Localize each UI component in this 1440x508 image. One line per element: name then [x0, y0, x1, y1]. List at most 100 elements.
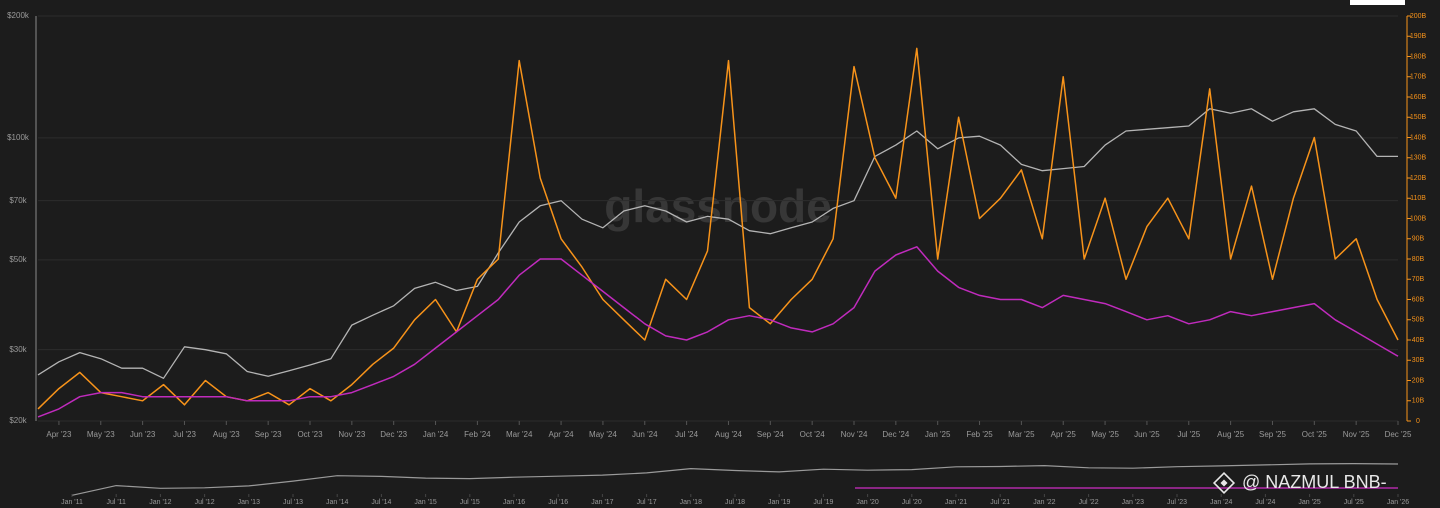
navigator-tick-label: Jan '12 [149, 499, 171, 506]
x-tick-label: Mar '25 [1008, 430, 1035, 439]
x-tick-label: May '25 [1091, 430, 1119, 439]
y2-tick-label: 50B [1412, 317, 1425, 324]
navigator-tick-label: Jul '22 [1079, 499, 1099, 506]
x-tick-label: Jun '24 [632, 430, 658, 439]
navigator-tick-label: Jul '20 [902, 499, 922, 506]
navigator-tick-label: Jul '16 [548, 499, 568, 506]
navigator-line [71, 462, 1399, 496]
x-tick-label: Jun '23 [130, 430, 156, 439]
y2-tick-label: 30B [1412, 357, 1425, 364]
x-tick-label: May '23 [87, 430, 115, 439]
y2-tick-label: 110B [1410, 195, 1426, 202]
x-tick-label: Sep '23 [255, 430, 282, 439]
series-line [37, 47, 1399, 410]
navigator-tick-label: Jan '14 [326, 499, 348, 506]
x-tick-label: Aug '24 [715, 430, 742, 439]
y-tick-label: $100k [7, 133, 30, 142]
y-tick-label: $20k [9, 416, 27, 425]
credit: @ NAZMUL BNB- [1242, 472, 1387, 492]
y2-tick-label: 200B [1410, 13, 1427, 20]
y2-tick-label: 60B [1412, 296, 1425, 303]
x-tick-label: Feb '24 [464, 430, 491, 439]
navigator-tick-label: Jul '19 [813, 499, 833, 506]
navigator-tick-label: Jul '21 [990, 499, 1010, 506]
x-tick-label: Apr '24 [549, 430, 575, 439]
navigator-tick-label: Jan '11 [61, 499, 83, 506]
series-line [37, 108, 1398, 379]
navigator-tick-label: Jan '22 [1033, 499, 1055, 506]
x-tick-label: Jun '25 [1134, 430, 1160, 439]
navigator-tick-label: Jan '23 [1122, 499, 1144, 506]
x-tick-label: Feb '25 [966, 430, 993, 439]
navigator-tick-label: Jul '17 [637, 499, 657, 506]
navigator-tick-label: Jan '15 [414, 499, 436, 506]
x-tick-label: Dec '24 [882, 430, 909, 439]
series-line [37, 246, 1399, 418]
navigator-tick-label: Jan '21 [945, 499, 967, 506]
y-tick-label: $30k [9, 345, 27, 354]
x-tick-label: Jul '24 [675, 430, 698, 439]
x-tick-label: Oct '24 [800, 430, 826, 439]
x-tick-label: Jan '24 [423, 430, 449, 439]
x-tick-label: Nov '23 [338, 430, 365, 439]
y2-tick-label: 70B [1412, 276, 1425, 283]
y2-tick-label: 20B [1412, 377, 1425, 384]
y2-tick-label: 0 [1416, 418, 1420, 425]
y2-tick-label: 150B [1410, 114, 1427, 121]
y-tick-label: $50k [9, 255, 27, 264]
y2-tick-label: 170B [1410, 74, 1427, 81]
navigator-tick-label: Jul '14 [371, 499, 391, 506]
y2-tick-label: 160B [1410, 94, 1427, 101]
y-tick-label: $70k [9, 196, 27, 205]
top-button[interactable] [1350, 0, 1405, 5]
y2-tick-label: 120B [1410, 175, 1427, 182]
navigator-tick-label: Jan '24 [1210, 499, 1232, 506]
x-tick-label: Aug '25 [1217, 430, 1244, 439]
y2-tick-label: 80B [1412, 256, 1425, 263]
y2-tick-label: 40B [1412, 337, 1425, 344]
x-tick-label: Jul '25 [1177, 430, 1200, 439]
y2-tick-label: 130B [1410, 155, 1427, 162]
navigator-tick-label: Jan '13 [238, 499, 260, 506]
x-tick-label: Apr '23 [46, 430, 72, 439]
x-tick-label: Nov '24 [841, 430, 868, 439]
x-tick-label: Apr '25 [1051, 430, 1077, 439]
x-tick-label: Oct '23 [297, 430, 323, 439]
navigator-tick-label: Jul '24 [1255, 499, 1275, 506]
navigator-tick-label: Jan '26 [1387, 499, 1409, 506]
navigator-tick-label: Jul '11 [106, 499, 126, 506]
navigator-tick-label: Jan '17 [591, 499, 613, 506]
navigator-tick-label: Jul '13 [283, 499, 303, 506]
y2-tick-label: 90B [1412, 236, 1425, 243]
x-tick-label: Sep '25 [1259, 430, 1286, 439]
y2-tick-label: 190B [1410, 33, 1427, 40]
navigator-tick-label: Jul '18 [725, 499, 745, 506]
y2-tick-label: 10B [1412, 398, 1425, 405]
x-tick-label: Sep '24 [757, 430, 784, 439]
navigator-tick-label: Jan '19 [768, 499, 790, 506]
x-tick-label: May '24 [589, 430, 617, 439]
y2-tick-label: 140B [1410, 134, 1427, 141]
x-tick-label: Mar '24 [506, 430, 533, 439]
navigator-tick-label: Jul '23 [1167, 499, 1187, 506]
x-tick-label: Oct '25 [1302, 430, 1328, 439]
x-tick-label: Aug '23 [213, 430, 240, 439]
navigator-tick-label: Jan '25 [1298, 499, 1320, 506]
navigator-tick-label: Jul '15 [460, 499, 480, 506]
x-tick-label: Jul '23 [173, 430, 196, 439]
y2-tick-label: 100B [1410, 215, 1427, 222]
navigator-tick-label: Jul '25 [1344, 499, 1364, 506]
navigator-tick-label: Jan '18 [680, 499, 702, 506]
x-tick-label: Dec '23 [380, 430, 407, 439]
y-tick-label: $200k [7, 11, 30, 20]
x-tick-label: Nov '25 [1343, 430, 1370, 439]
navigator-tick-label: Jan '16 [503, 499, 525, 506]
navigator-tick-label: Jan '20 [856, 499, 878, 506]
x-tick-label: Jan '25 [925, 430, 951, 439]
x-tick-label: Dec '25 [1385, 430, 1412, 439]
watermark: glassnode [604, 180, 832, 232]
navigator-tick-label: Jul '12 [195, 499, 215, 506]
y2-tick-label: 180B [1410, 53, 1427, 60]
